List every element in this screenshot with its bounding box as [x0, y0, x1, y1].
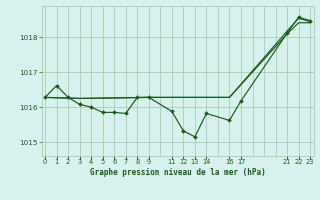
- X-axis label: Graphe pression niveau de la mer (hPa): Graphe pression niveau de la mer (hPa): [90, 168, 266, 177]
